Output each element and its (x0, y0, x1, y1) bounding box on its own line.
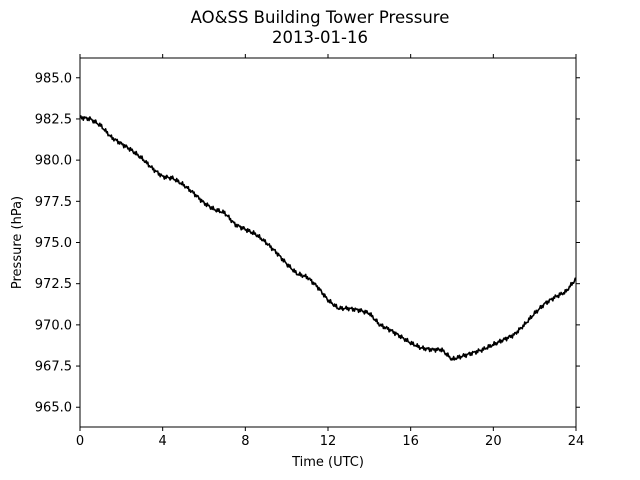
x-tick-label: 16 (402, 434, 419, 449)
y-tick-label: 975.0 (35, 236, 72, 251)
x-axis-label: Time (UTC) (291, 455, 364, 470)
x-tick-label: 20 (485, 434, 502, 449)
chart-subtitle: 2013-01-16 (272, 28, 368, 47)
x-tick-label: 12 (320, 434, 337, 449)
y-tick-label: 982.5 (35, 112, 72, 127)
x-axis: 0 4 8 12 16 20 24 (76, 54, 584, 449)
chart-title: AO&SS Building Tower Pressure (190, 8, 450, 27)
x-tick-label: 0 (76, 434, 84, 449)
y-axis: 965.0 967.5 970.0 972.5 975.0 977.5 980.0 982.5… (35, 71, 580, 416)
plot-frame (79, 57, 577, 428)
y-tick-label: 977.5 (35, 195, 72, 210)
series-line-pressure (79, 115, 577, 361)
x-tick-label: 4 (159, 434, 167, 449)
x-tick-label: 24 (568, 434, 585, 449)
y-tick-label: 980.0 (35, 154, 72, 169)
y-axis-label: Pressure (hPa) (10, 196, 25, 289)
y-tick-label: 970.0 (35, 318, 72, 333)
x-tick-label: 8 (241, 434, 249, 449)
y-tick-label: 972.5 (35, 277, 72, 292)
y-tick-label: 967.5 (35, 360, 72, 375)
y-tick-label: 965.0 (35, 401, 72, 416)
y-tick-label: 985.0 (35, 71, 72, 86)
